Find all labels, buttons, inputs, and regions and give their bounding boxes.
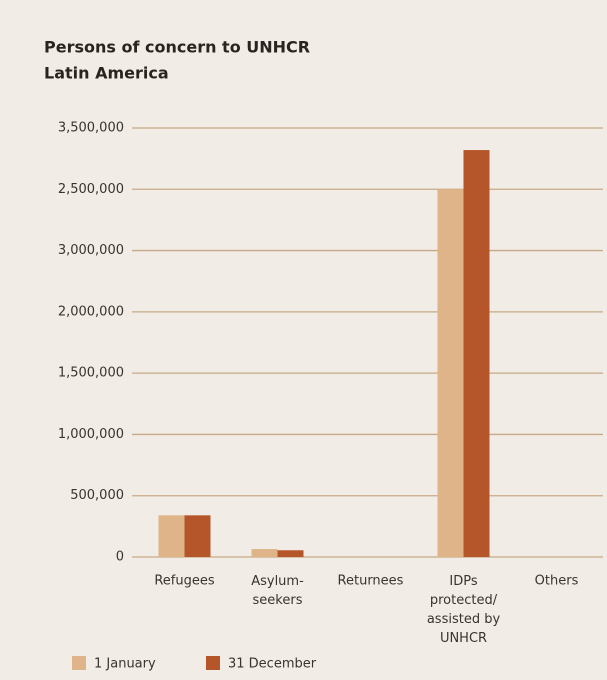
y-tick-label: 2,500,000 <box>58 182 124 197</box>
bar <box>437 189 464 558</box>
chart-title: Persons of concern to UNHCR <box>44 38 310 57</box>
x-tick-label: Returnees <box>338 574 404 589</box>
legend-label: 1 January <box>94 657 156 672</box>
x-tick-label: Others <box>535 574 579 589</box>
y-tick-label: 1,500,000 <box>58 366 124 381</box>
x-tick-label: Asylum-seekers <box>251 574 304 608</box>
y-tick-label: 1,000,000 <box>58 427 124 442</box>
y-tick-label: 2,000,000 <box>58 304 124 319</box>
x-tick-label: Refugees <box>154 574 215 589</box>
legend-swatch <box>206 656 220 670</box>
y-tick-label: 0 <box>116 550 124 565</box>
legend-label: 31 December <box>228 657 317 672</box>
bar <box>463 150 490 557</box>
y-tick-label: 3,000,000 <box>58 243 124 258</box>
y-tick-label: 500,000 <box>70 488 124 503</box>
y-tick-label: 3,500,000 <box>58 121 124 136</box>
bar <box>277 550 304 557</box>
legend-swatch <box>72 656 86 670</box>
bar <box>184 515 211 557</box>
bar <box>251 549 278 557</box>
bar <box>158 515 185 557</box>
chart-subtitle: Latin America <box>44 64 169 83</box>
x-tick-label: IDPs protected/assisted by UNHCR <box>427 574 501 646</box>
